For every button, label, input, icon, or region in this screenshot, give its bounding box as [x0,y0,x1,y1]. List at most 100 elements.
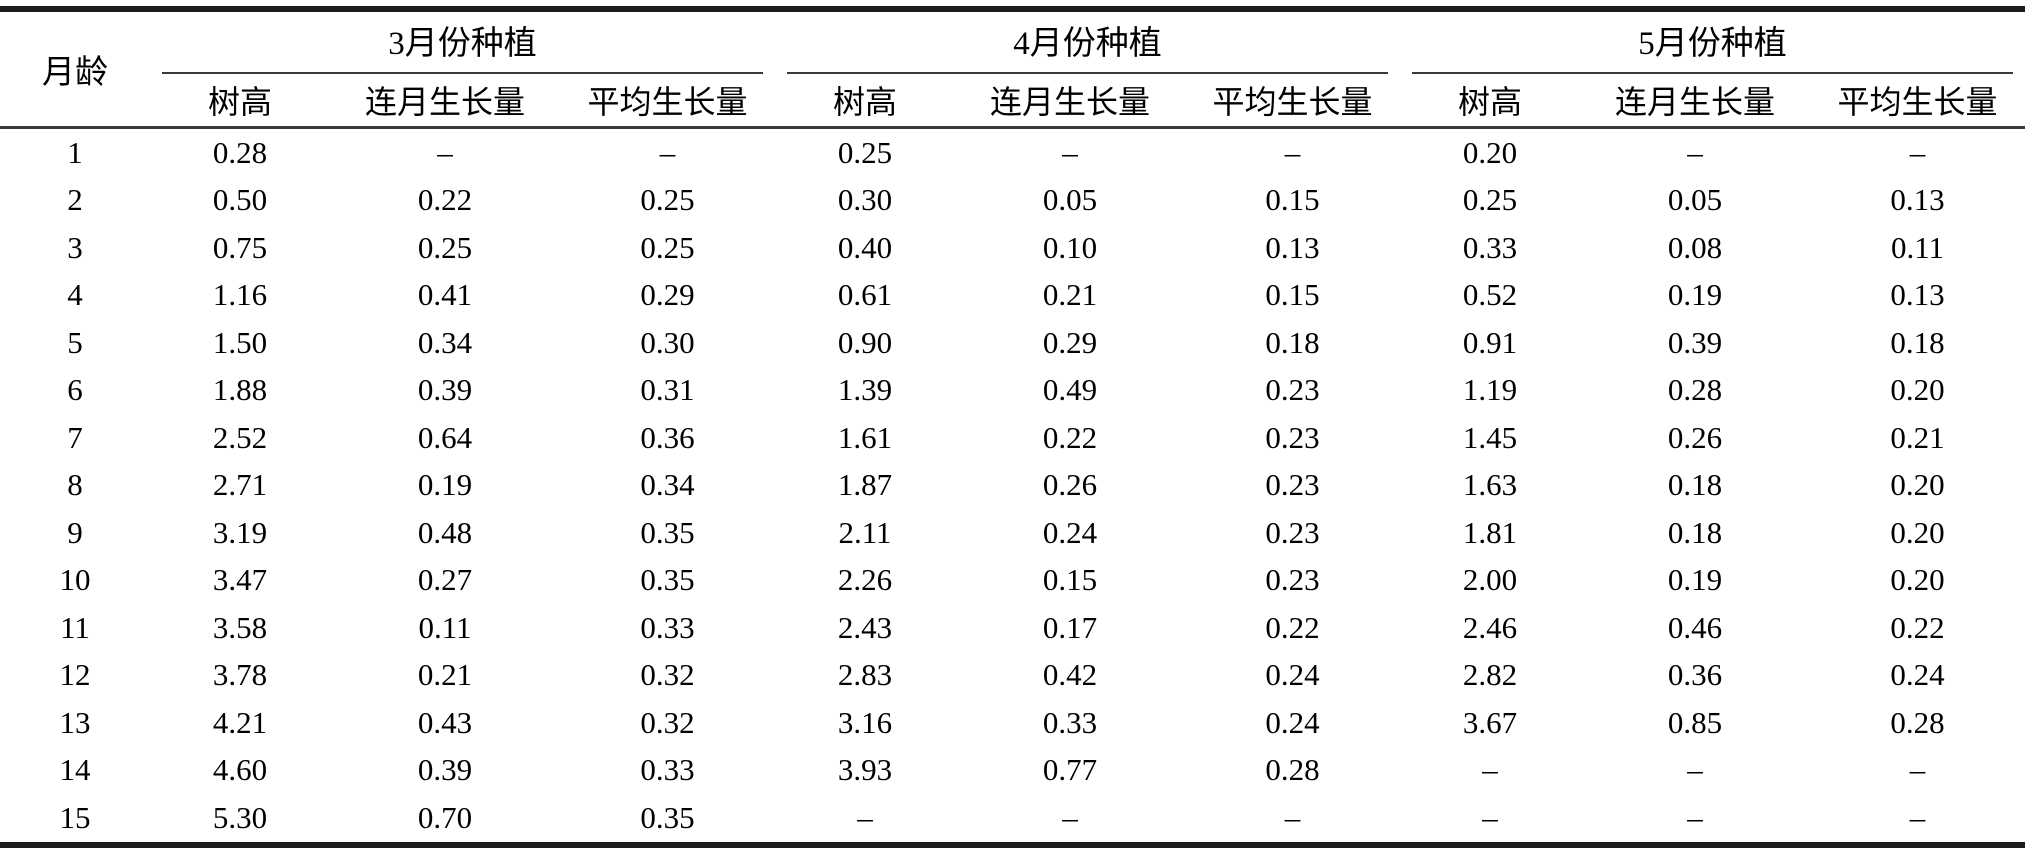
value-cell: 1.63 [1462,467,1518,503]
value-cell: 1.16 [212,277,268,313]
subheader-march-tree-height: 树高 [150,74,330,129]
value-cell: – [1062,799,1078,835]
table-row: 1 0.28 – – 0.25 – – 0.20 – – [0,128,2025,177]
value-cell: 2.82 [1462,657,1518,693]
value-cell: 3.19 [212,514,268,550]
value-cell: 1.61 [837,419,893,455]
table-body: 1 0.28 – – 0.25 – – 0.20 – – 2 0.50 0.22 0.25 0.30 0.05… [0,128,2025,845]
subheader-row: 树高 连月生长量 平均生长量 树高 连月生长量 平均生长量 树高 连月生长量 平… [0,74,2025,129]
month-age-header: 月龄 [0,9,150,129]
value-cell: 0.25 [417,229,473,265]
value-cell: 0.22 [417,182,473,218]
value-cell: 0.39 [417,752,473,788]
value-cell: 1.45 [1462,419,1518,455]
month-age-cell: 3 [67,229,83,265]
value-cell: 0.91 [1462,324,1518,360]
value-cell: 0.26 [1667,419,1723,455]
value-cell: 0.20 [1890,467,1945,503]
value-cell: 0.90 [837,324,893,360]
value-cell: 0.33 [1042,704,1098,740]
month-age-cell: 12 [59,657,91,693]
value-cell: – [1482,799,1498,835]
value-cell: 0.20 [1890,514,1945,550]
value-cell: 0.39 [1667,324,1723,360]
table-row: 6 1.88 0.39 0.31 1.39 0.49 0.23 1.19 0.28 0.20 [0,367,2025,415]
month-age-cell: 14 [59,752,91,788]
value-cell: – [1687,134,1703,170]
value-cell: 0.28 [1265,752,1320,788]
value-cell: 1.88 [212,372,268,408]
value-cell: 0.85 [1667,704,1723,740]
value-cell: 0.43 [417,704,473,740]
value-cell: 2.00 [1462,562,1518,598]
value-cell: 1.50 [212,324,268,360]
value-cell: 0.05 [1042,182,1098,218]
value-cell: 0.41 [417,277,473,313]
month-age-cell: 15 [59,799,91,835]
value-cell: 2.43 [837,609,893,645]
value-cell: 0.30 [640,324,695,360]
month-age-cell: 7 [67,419,83,455]
value-cell: 0.23 [1265,562,1320,598]
value-cell: 0.22 [1265,609,1320,645]
value-cell: 0.20 [1462,134,1518,170]
group-header-march: 3月份种植 [150,9,775,74]
value-cell: 0.33 [1462,229,1518,265]
value-cell: 0.11 [418,609,472,645]
month-age-cell: 5 [67,324,83,360]
group-label-april: 4月份种植 [787,12,1388,74]
value-cell: 0.15 [1265,277,1320,313]
value-cell: 0.24 [1265,704,1320,740]
value-cell: 0.18 [1667,467,1723,503]
value-cell: 0.49 [1042,372,1098,408]
value-cell: 0.23 [1265,467,1320,503]
value-cell: 0.21 [1042,277,1098,313]
group-label-may: 5月份种植 [1412,12,2013,74]
value-cell: 0.23 [1265,514,1320,550]
table-row: 4 1.16 0.41 0.29 0.61 0.21 0.15 0.52 0.19 0.13 [0,272,2025,320]
value-cell: 0.15 [1265,182,1320,218]
subheader-may-tree-height: 树高 [1400,74,1580,129]
value-cell: 0.22 [1042,419,1098,455]
value-cell: 3.47 [212,562,268,598]
value-cell: – [1687,799,1703,835]
value-cell: 0.29 [640,277,695,313]
value-cell: 0.46 [1667,609,1723,645]
value-cell: 0.33 [640,609,695,645]
month-age-cell: 1 [67,134,83,170]
value-cell: 0.39 [417,372,473,408]
value-cell: 0.50 [212,182,268,218]
value-cell: 0.34 [417,324,473,360]
value-cell: 0.08 [1667,229,1723,265]
value-cell: – [659,134,676,170]
value-cell: – [437,134,453,170]
value-cell: – [1284,134,1301,170]
value-cell: 0.42 [1042,657,1098,693]
value-cell: 0.75 [212,229,268,265]
value-cell: 3.16 [837,704,893,740]
value-cell: 0.23 [1265,372,1320,408]
value-cell: – [1909,799,1926,835]
table-row: 8 2.71 0.19 0.34 1.87 0.26 0.23 1.63 0.18 0.20 [0,462,2025,510]
value-cell: 0.30 [837,182,893,218]
month-age-cell: 11 [60,609,90,645]
value-cell: 0.13 [1890,182,1945,218]
table-row: 3 0.75 0.25 0.25 0.40 0.10 0.13 0.33 0.08 0.11 [0,224,2025,272]
value-cell: 0.18 [1265,324,1320,360]
value-cell: 0.20 [1890,372,1945,408]
month-age-cell: 8 [67,467,83,503]
growth-table: 月龄 3月份种植 4月份种植 5月份种植 树高 连月生长量 平均生长量 树高 连… [0,6,2025,848]
table-row: 13 4.21 0.43 0.32 3.16 0.33 0.24 3.67 0.85 0.28 [0,699,2025,747]
table-row: 12 3.78 0.21 0.32 2.83 0.42 0.24 2.82 0.36 0.24 [0,652,2025,700]
value-cell: 0.19 [1667,277,1723,313]
value-cell: 1.19 [1462,372,1518,408]
value-cell: 0.19 [417,467,473,503]
value-cell: 4.60 [212,752,268,788]
value-cell: 0.28 [1667,372,1723,408]
value-cell: – [1482,752,1498,788]
value-cell: – [1909,134,1926,170]
month-age-cell: 10 [59,562,91,598]
value-cell: 0.36 [1667,657,1723,693]
table-row: 10 3.47 0.27 0.35 2.26 0.15 0.23 2.00 0.19 0.20 [0,557,2025,605]
value-cell: 0.61 [837,277,893,313]
